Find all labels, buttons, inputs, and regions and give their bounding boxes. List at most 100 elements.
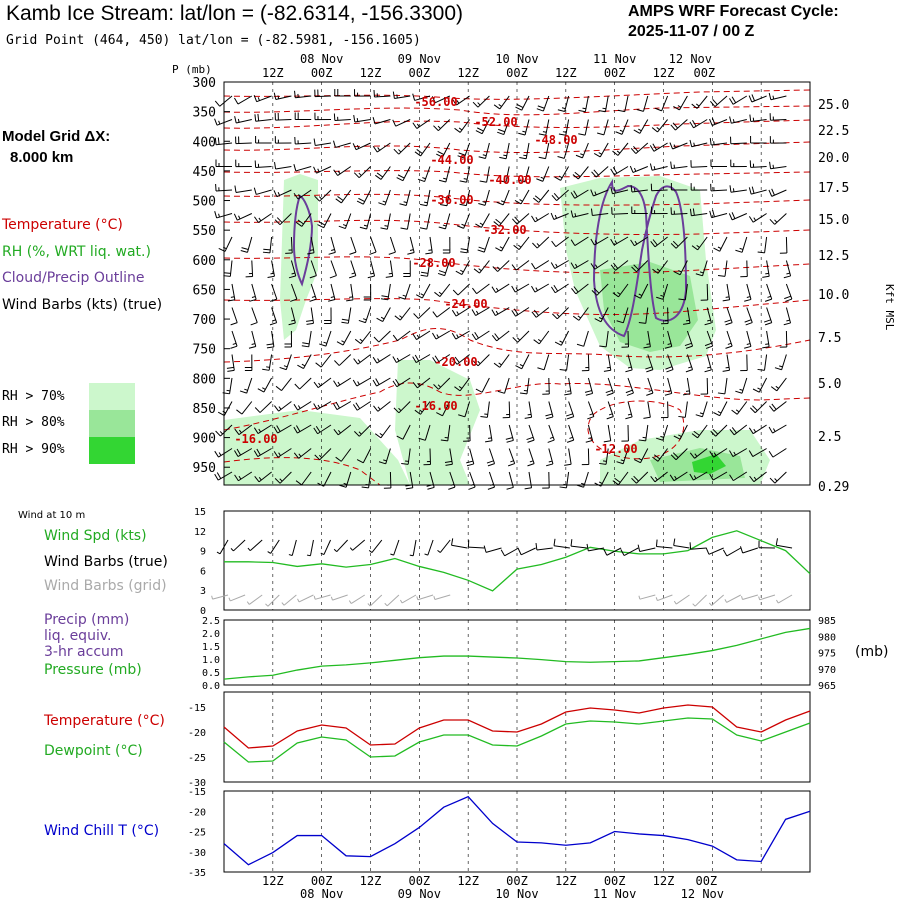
- temp-y-tick: -20: [188, 728, 206, 739]
- wind-barb: [392, 119, 411, 127]
- rh80-swatch: [89, 410, 135, 437]
- barb-flag: [472, 360, 479, 367]
- windchill-panel: -15-20-25-30-35: [188, 787, 811, 879]
- wind-barb: [599, 330, 609, 348]
- barb-flag: [328, 299, 336, 302]
- barb-staff: [396, 377, 411, 388]
- wind-barb: [230, 307, 238, 326]
- barb-flag: [574, 263, 578, 268]
- barb-flag: [412, 122, 418, 129]
- barb-staff: [401, 594, 417, 604]
- barb-staff: [603, 119, 609, 136]
- barb-flag: [591, 290, 598, 296]
- wind-barb: [255, 136, 272, 144]
- barb-flag: [263, 248, 271, 251]
- wind-barb: [235, 136, 252, 145]
- wind-barb: [654, 95, 669, 112]
- barb-flag: [633, 264, 639, 271]
- wind-barb: [713, 401, 728, 417]
- barb-flag: [482, 201, 487, 203]
- wind-barb: [420, 189, 431, 207]
- barb-flag: [497, 390, 505, 394]
- barb-staff: [212, 594, 229, 600]
- barb-flag: [631, 266, 637, 273]
- barb-flag: [233, 213, 238, 221]
- barb-staff: [249, 539, 263, 552]
- barb-flag: [491, 286, 497, 293]
- barb-flag: [550, 212, 555, 220]
- barb-staff: [436, 307, 451, 318]
- wind-barb-true: [437, 539, 451, 553]
- wind-barb-true: [451, 538, 468, 549]
- barb-staff: [724, 377, 728, 394]
- barb-flag: [297, 219, 304, 225]
- barb-flag: [397, 174, 405, 179]
- barb-flag: [214, 137, 217, 145]
- barb-staff: [235, 189, 252, 193]
- wind-barb: [419, 213, 431, 230]
- barb-staff: [369, 594, 383, 607]
- barb-staff: [337, 166, 352, 176]
- barb-flag: [673, 538, 676, 546]
- wind-barb: [678, 283, 688, 301]
- barb-flag: [724, 319, 732, 323]
- wind-barb-true: [673, 538, 690, 549]
- barb-staff: [319, 189, 332, 202]
- wind-barb: [486, 448, 496, 467]
- barb-staff: [732, 95, 748, 105]
- barb-flag: [786, 319, 790, 322]
- barb-flag: [527, 413, 532, 416]
- wind-barb: [633, 119, 649, 134]
- barb-flag: [693, 142, 696, 147]
- barb-flag: [507, 463, 515, 467]
- wind-barb: [352, 142, 371, 151]
- barb-flag: [627, 413, 632, 416]
- wind-barb: [455, 260, 471, 275]
- wind-barb: [713, 236, 728, 252]
- barb-flag: [554, 341, 562, 346]
- barb-flag: [654, 476, 658, 481]
- barb-flag: [396, 357, 400, 362]
- height-axis-title: Kft MSL: [883, 284, 896, 331]
- wind-barb: [769, 401, 787, 412]
- wind-barb: [236, 401, 253, 415]
- barb-flag: [301, 363, 306, 367]
- rh70-area-bottom: [224, 410, 410, 485]
- barb-staff: [481, 119, 490, 134]
- wind-barb: [748, 424, 767, 435]
- barb-flag: [689, 542, 692, 550]
- cycle-label: AMPS WRF Forecast Cycle:: [628, 3, 839, 20]
- wind-barb: [293, 189, 312, 200]
- barb-flag: [427, 486, 435, 490]
- wind-barb: [610, 166, 629, 176]
- barb-flag: [293, 164, 297, 172]
- wind-barb: [517, 166, 530, 183]
- wind-barb: [581, 448, 590, 466]
- wind-barb: [591, 166, 609, 178]
- pressure-axis-title: P (mb): [172, 63, 212, 76]
- top-date-label: 09 Nov: [398, 52, 441, 66]
- barb-flag: [367, 603, 371, 607]
- barb-flag: [214, 473, 219, 481]
- barb-flag: [748, 187, 752, 195]
- wind-barb: [414, 142, 431, 157]
- cycle-value: 2025-11-07 / 00 Z: [628, 23, 755, 40]
- barb-staff: [418, 307, 431, 319]
- wind-barb: [554, 330, 570, 346]
- barb-flag: [390, 553, 394, 556]
- barb-flag: [370, 272, 374, 275]
- wind-barb-grid: [724, 594, 741, 603]
- barb-staff: [332, 594, 348, 601]
- barb-flag: [424, 201, 428, 204]
- barb-flag: [717, 274, 726, 277]
- barb-flag: [566, 416, 574, 420]
- barb-flag: [739, 247, 744, 250]
- wind-barb: [570, 260, 589, 270]
- wind-barb: [581, 354, 590, 372]
- wind-barb: [651, 119, 668, 133]
- barb-flag: [711, 117, 716, 125]
- barb-flag: [536, 243, 540, 247]
- barb-flag: [567, 390, 571, 392]
- barb-flag: [725, 366, 730, 369]
- wind-barb: [293, 401, 312, 411]
